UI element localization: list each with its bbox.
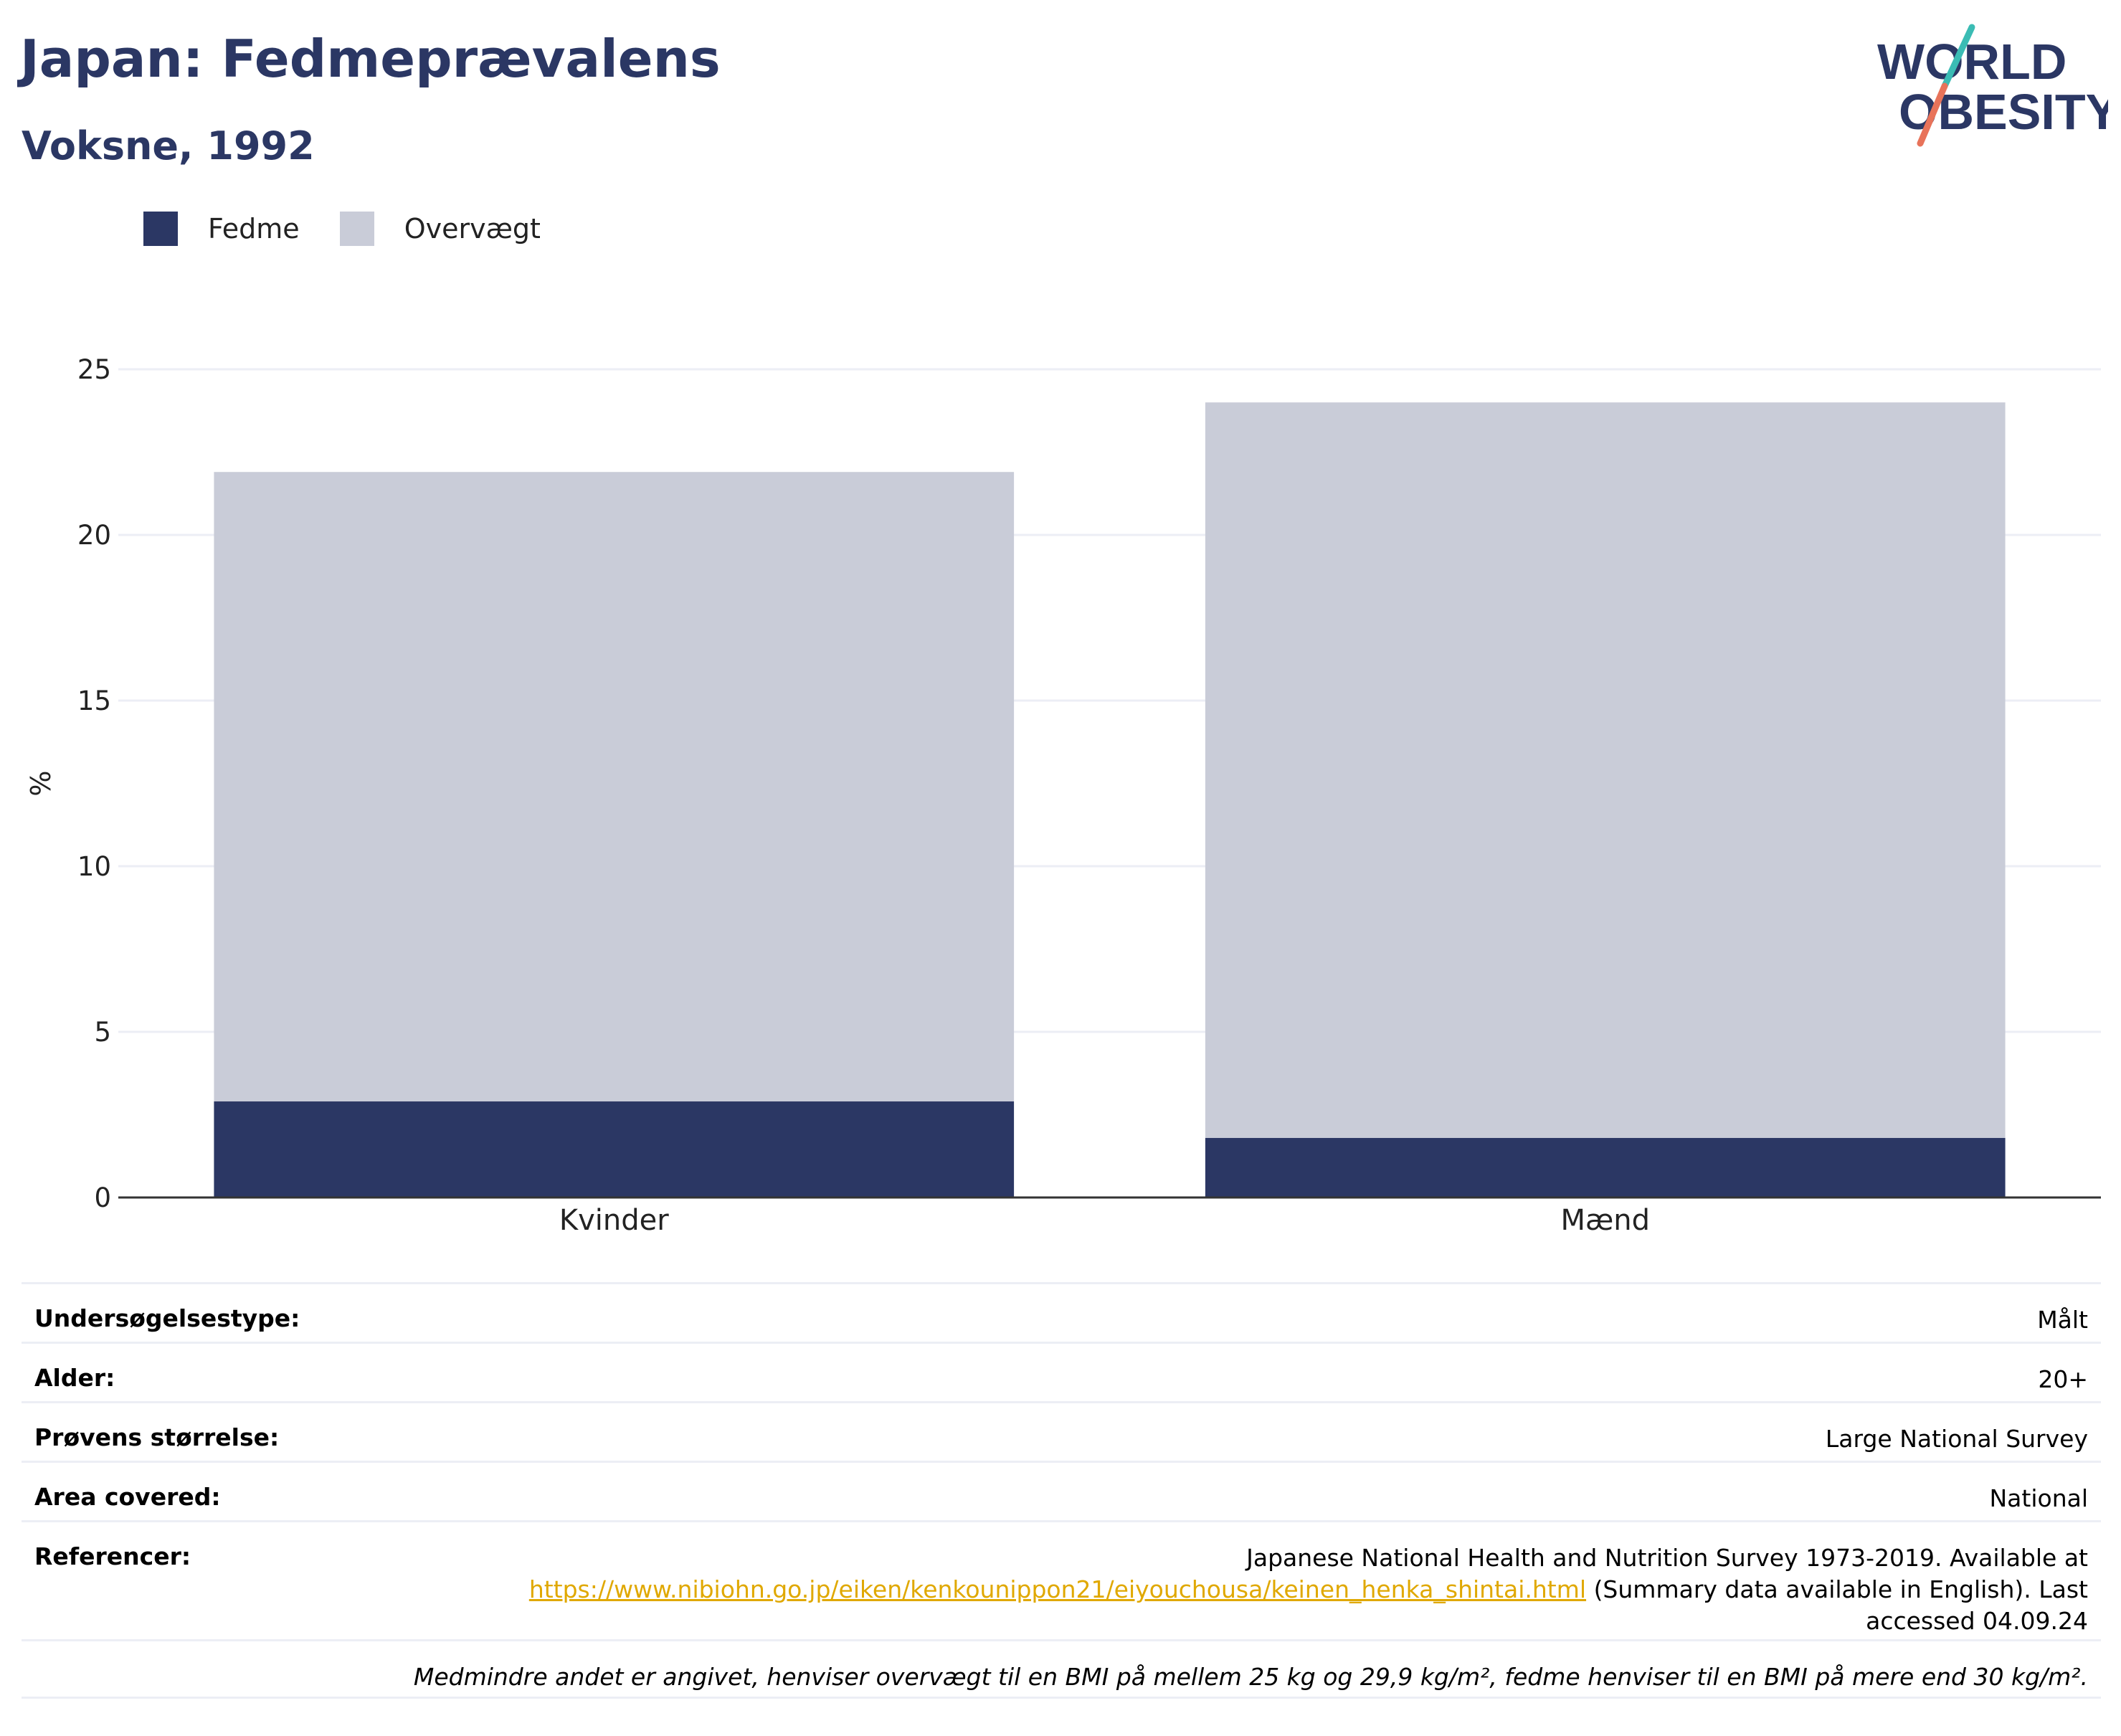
bar-chart: 0 5 10 15 20 25 Kvinder Mænd % — [25, 354, 2101, 1237]
bar-overvaegt — [214, 472, 1015, 1102]
reference-accessed: accessed 04.09.24 — [1866, 1607, 2088, 1635]
info-row-sample-size: Prøvens størrelse: Large National Survey — [22, 1401, 2101, 1461]
bar-fedme — [1205, 1137, 2006, 1197]
legend-swatch-fedme — [143, 212, 178, 246]
info-label: Prøvens størrelse: — [34, 1423, 280, 1451]
reference-text: Japanese National Health and Nutrition S… — [1246, 1544, 2088, 1572]
logo-slash-coral — [1917, 82, 1948, 147]
page-subtitle: Voksne, 1992 — [22, 123, 315, 169]
bars — [214, 402, 2006, 1197]
y-tick-label: 5 — [94, 1017, 111, 1048]
info-row-age: Alder: 20+ — [22, 1342, 2101, 1401]
info-label: Undersøgelsestype: — [34, 1304, 300, 1332]
logo-line2: OBESITY — [1899, 84, 2108, 140]
info-label: Area covered: — [34, 1483, 221, 1511]
reference-link[interactable]: https://www.nibiohn.go.jp/eiken/kenkouni… — [528, 1575, 1587, 1603]
info-row-references: Referencer: Japanese National Health and… — [22, 1520, 2101, 1639]
y-tick-label: 10 — [77, 851, 111, 882]
x-tick-label: Mænd — [1560, 1204, 1650, 1237]
logo-line1: WORLD — [1877, 34, 2067, 90]
y-tick-labels: 0 5 10 15 20 25 — [77, 354, 111, 1213]
info-value: Large National Survey — [1825, 1425, 2088, 1453]
info-value: 20+ — [2038, 1365, 2088, 1393]
bar-fedme — [214, 1101, 1015, 1197]
y-axis-label: % — [25, 770, 57, 796]
y-tick-label: 25 — [77, 354, 111, 385]
info-value: Målt — [2037, 1306, 2088, 1334]
logo-slash-teal — [1941, 24, 1975, 90]
page-title: Japan: Fedmeprævalens — [20, 29, 721, 89]
info-label: Alder: — [34, 1364, 115, 1392]
y-tick-label: 20 — [77, 520, 111, 551]
footnote: Medmindre andet er angivet, henviser ove… — [413, 1663, 2088, 1691]
y-tick-label: 15 — [77, 686, 111, 716]
reference-text-after: (Summary data available in English). Las… — [1593, 1575, 2088, 1603]
info-row-footnote: Medmindre andet er angivet, henviser ove… — [22, 1639, 2101, 1699]
y-tick-label: 0 — [94, 1182, 111, 1213]
info-value: National — [1989, 1484, 2088, 1512]
x-tick-labels: Kvinder Mænd — [559, 1204, 1650, 1237]
legend-swatch-overvaegt — [339, 212, 374, 246]
info-table: Undersøgelsestype: Målt Alder: 20+ Prøve… — [22, 1282, 2101, 1699]
info-value-references: Japanese National Health and Nutrition S… — [529, 1542, 2088, 1637]
chart-legend: Fedme Overvægt — [143, 212, 581, 246]
info-label: Referencer: — [34, 1542, 191, 1570]
legend-label-fedme: Fedme — [208, 213, 300, 245]
info-row-survey-type: Undersøgelsestype: Målt — [22, 1282, 2101, 1342]
legend-label-overvaegt: Overvægt — [404, 213, 541, 245]
info-row-area: Area covered: National — [22, 1461, 2101, 1520]
world-obesity-logo: WORLD OBESITY — [1877, 24, 2108, 147]
x-tick-label: Kvinder — [559, 1204, 669, 1237]
bar-overvaegt — [1205, 402, 2006, 1138]
